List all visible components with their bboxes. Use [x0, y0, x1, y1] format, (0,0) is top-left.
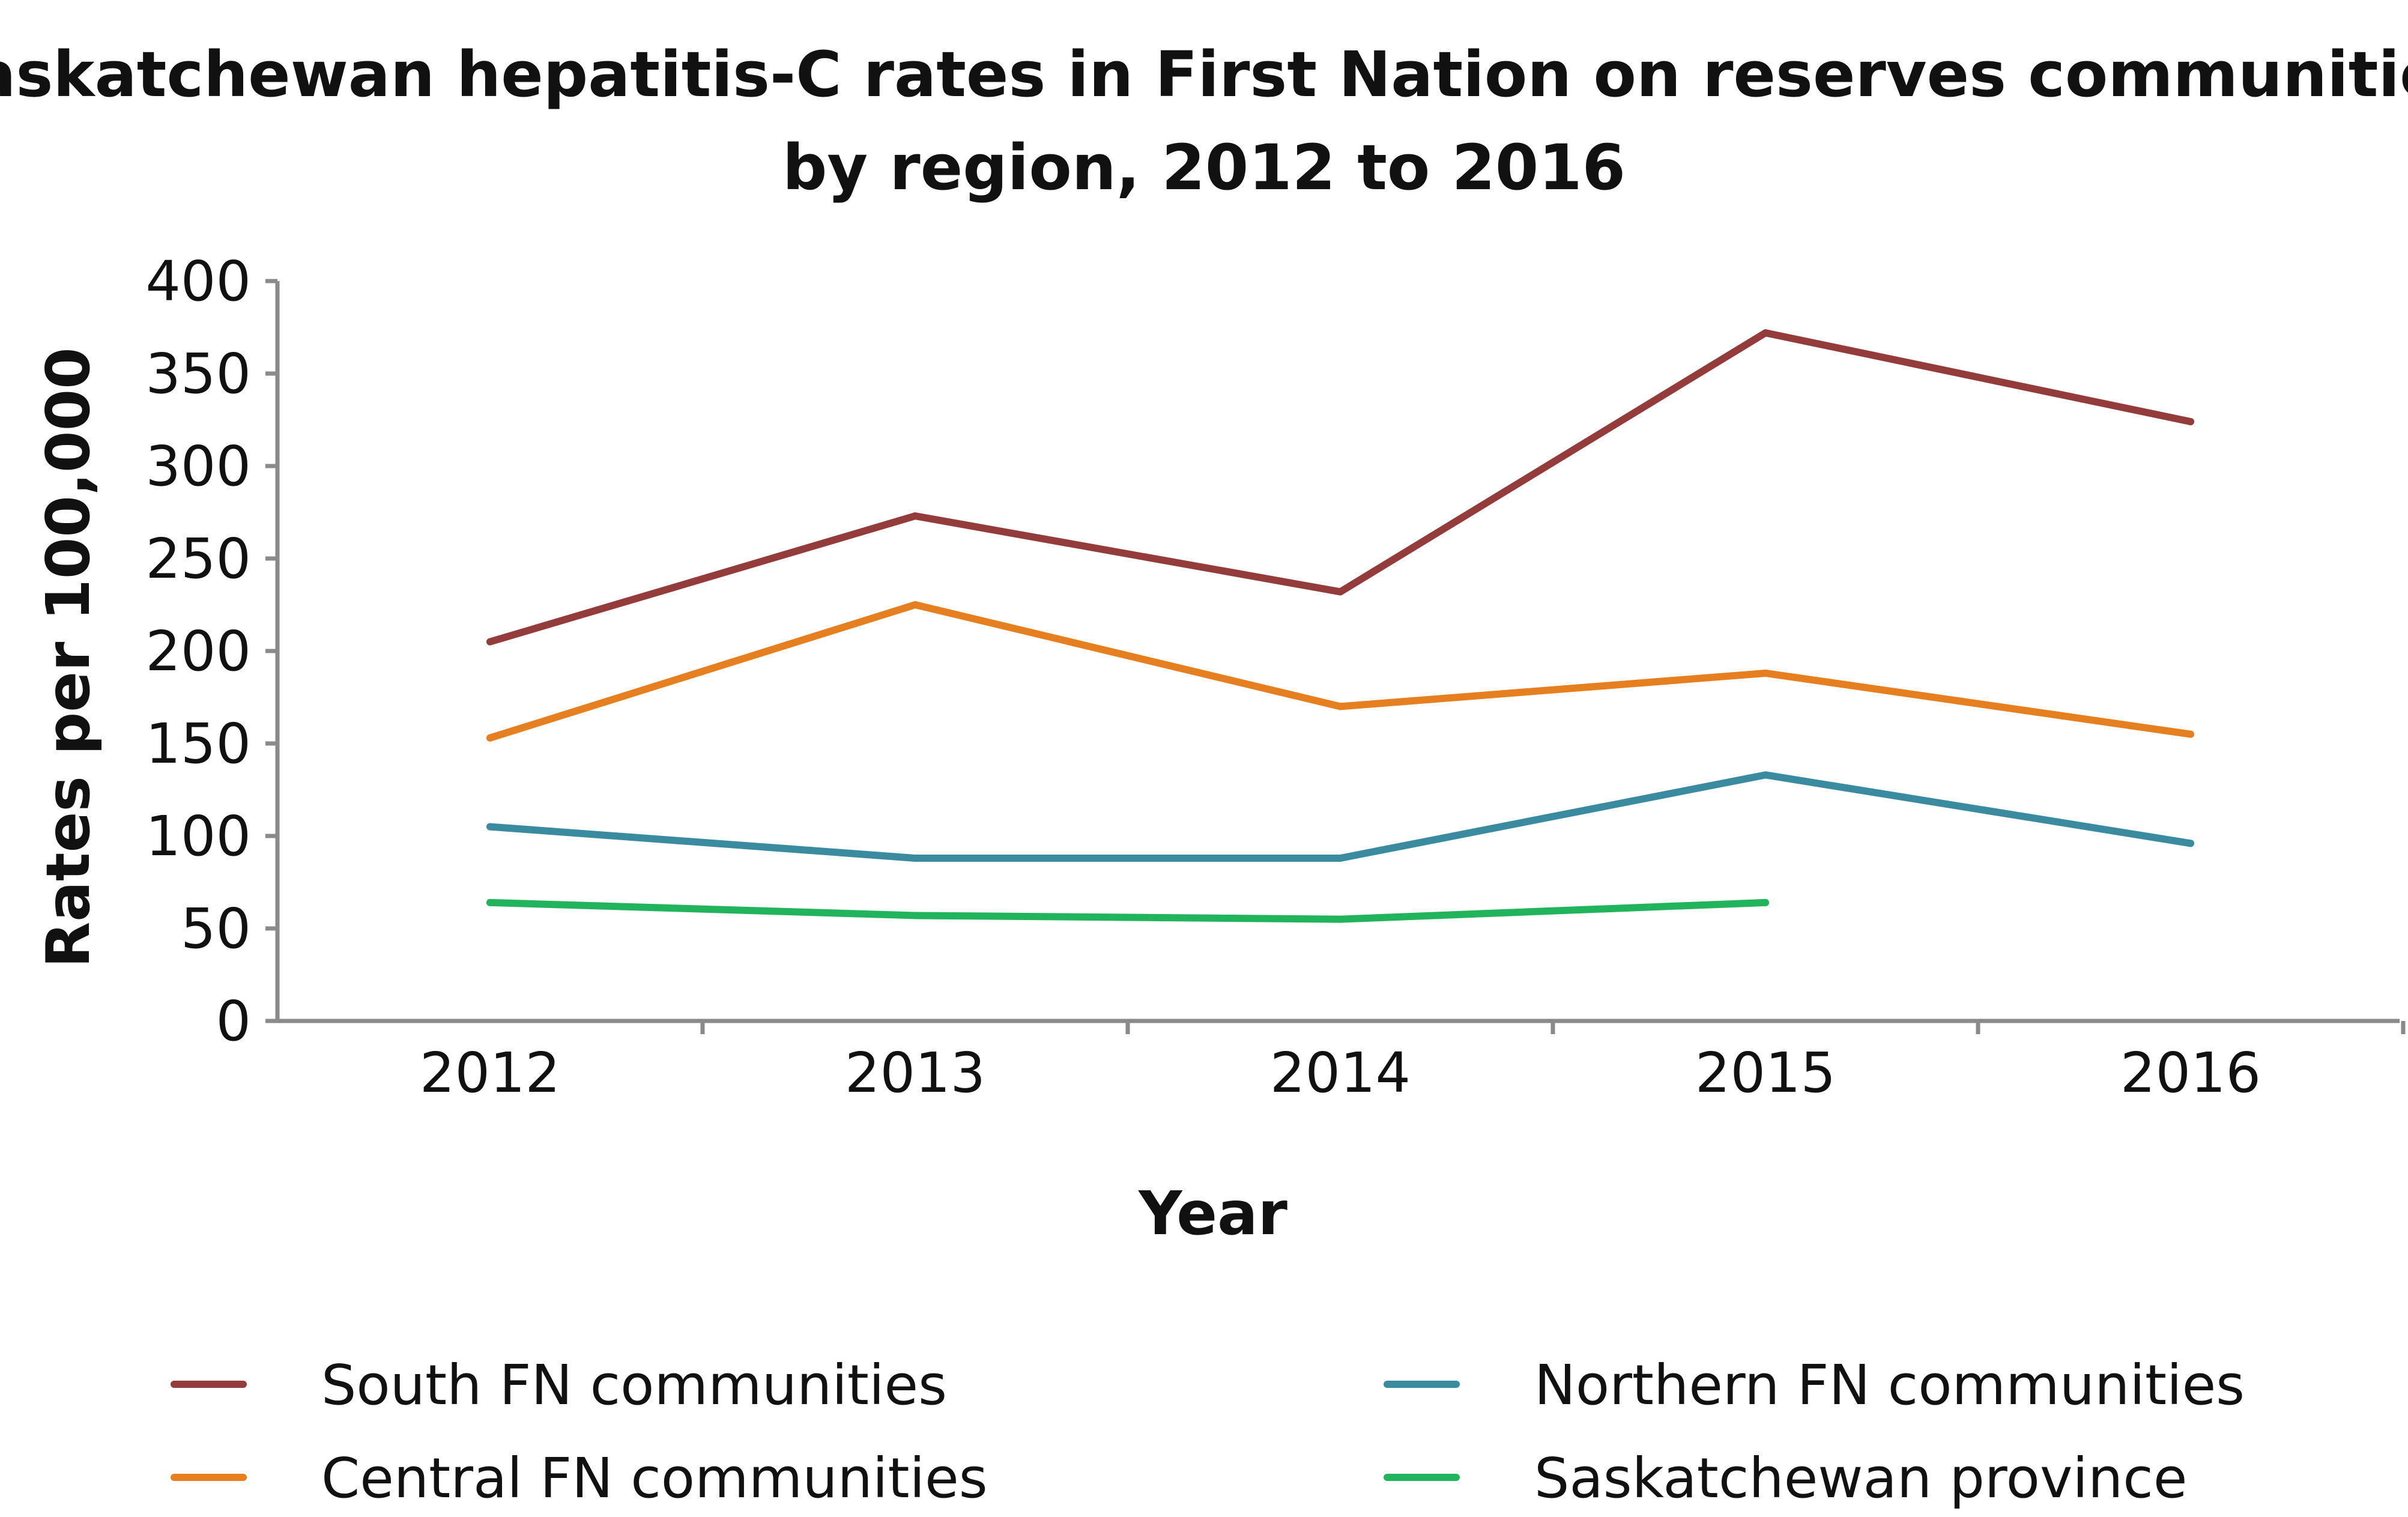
data-point-south-fn-communities-2013: [912, 512, 919, 520]
data-point-central-fn-communities-2014: [1337, 703, 1344, 710]
chart-title-line-1: Saskatchewan hepatitis-C rates in First …: [0, 38, 2408, 111]
y-tick-label: 0: [216, 989, 251, 1053]
x-tick-label: 2012: [420, 1041, 560, 1105]
y-tick-label: 300: [145, 434, 251, 498]
data-point-central-fn-communities-2012: [486, 734, 494, 742]
data-point-saskatchewan-province-2015: [1762, 898, 1769, 906]
y-axis-title: Rates per 100,000: [33, 347, 103, 967]
legend: South FN communities Northern FN communit…: [171, 1353, 2245, 1510]
y-tick-label: 350: [145, 342, 251, 406]
legend-item-northern-fn-communities: Northern FN communities: [1384, 1353, 2245, 1417]
legend-item-saskatchewan-province: Saskatchewan province: [1384, 1446, 2187, 1510]
data-point-south-fn-communities-2014: [1337, 588, 1344, 596]
x-axis-title: Year: [1138, 1178, 1288, 1249]
series-line-central-fn-communities: [486, 601, 2194, 742]
x-axis-ticks: 2012 2013 2014 2015 2016: [420, 1021, 2406, 1105]
y-axis-ticks: 0 50 100 150 200 250 300 350 400: [145, 249, 277, 1053]
series-lines: [486, 329, 2194, 923]
data-point-central-fn-communities-2015: [1762, 669, 1769, 677]
data-point-central-fn-communities-2013: [912, 601, 919, 608]
series-line-saskatchewan-province: [486, 898, 1769, 923]
chart-title-line-2: by region, 2012 to 2016: [782, 131, 1626, 204]
data-point-south-fn-communities-2015: [1762, 329, 1769, 337]
legend-label: Central FN communities: [321, 1446, 988, 1510]
data-point-northern-fn-communities-2014: [1337, 854, 1344, 862]
data-point-northern-fn-communities-2015: [1762, 771, 1769, 779]
legend-item-central-fn-communities: Central FN communities: [171, 1446, 988, 1510]
axes: [275, 281, 2400, 1023]
x-tick-label: 2016: [2120, 1041, 2261, 1105]
y-tick-label: 400: [145, 249, 251, 313]
data-point-northern-fn-communities-2016: [2187, 840, 2194, 847]
data-point-northern-fn-communities-2012: [486, 823, 494, 831]
x-tick-label: 2013: [845, 1041, 985, 1105]
y-tick-label: 150: [145, 712, 251, 776]
x-tick-label: 2015: [1695, 1041, 1836, 1105]
y-tick-label: 100: [145, 804, 251, 868]
data-point-saskatchewan-province-2013: [912, 912, 919, 919]
y-tick-label: 250: [145, 527, 251, 591]
data-point-south-fn-communities-2016: [2187, 418, 2194, 426]
x-tick-label: 2014: [1270, 1041, 1411, 1105]
data-point-saskatchewan-province-2012: [486, 898, 494, 906]
data-point-south-fn-communities-2012: [486, 638, 494, 646]
legend-label: South FN communities: [321, 1353, 947, 1417]
series-line-northern-fn-communities: [486, 771, 2194, 862]
series-line-south-fn-communities: [486, 329, 2194, 646]
data-point-central-fn-communities-2016: [2187, 730, 2194, 738]
chart-title: Saskatchewan hepatitis-C rates in First …: [0, 38, 2408, 204]
legend-item-south-fn-communities: South FN communities: [171, 1353, 947, 1417]
legend-label: Northern FN communities: [1534, 1353, 2245, 1417]
y-tick-label: 200: [145, 619, 251, 683]
data-point-northern-fn-communities-2013: [912, 854, 919, 862]
legend-label: Saskatchewan province: [1534, 1446, 2187, 1510]
data-point-saskatchewan-province-2014: [1337, 915, 1344, 923]
y-tick-label: 50: [181, 897, 251, 961]
